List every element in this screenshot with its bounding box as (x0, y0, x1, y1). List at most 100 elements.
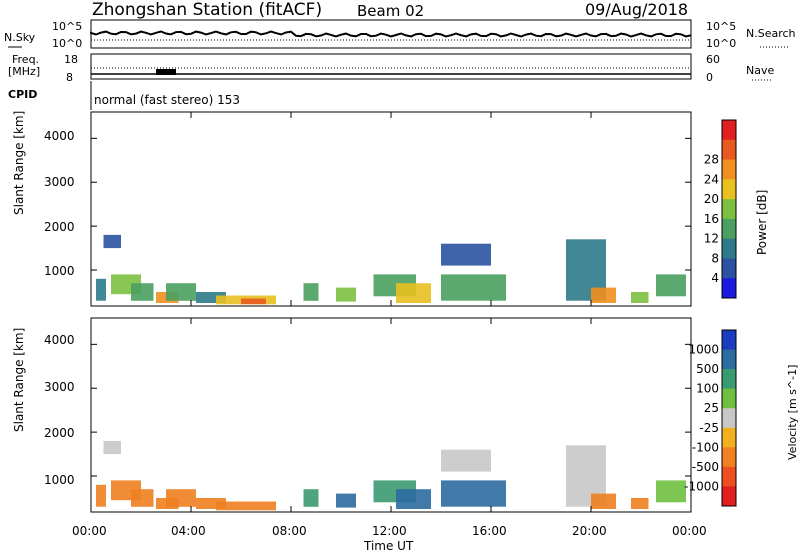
colorbar-seg-velocity-6 (722, 447, 736, 468)
patch-power-0 (96, 278, 106, 301)
beam-label: Beam 02 (357, 2, 425, 20)
colorbar-tick-power-4: 20 (704, 192, 719, 206)
nsearch-tick-top: 10^5 (706, 20, 737, 33)
colorbar-tick-velocity-7: -1000 (684, 479, 719, 493)
patch-velocity-15 (591, 493, 616, 509)
colorbar-seg-power-4 (722, 199, 736, 220)
nave-tick-bottom: 0 (706, 71, 713, 84)
colorbar-tick-velocity-3: 25 (704, 401, 719, 415)
xtick-1: 04:00 (171, 524, 206, 538)
velocity-ytick-3000: 3000 (44, 380, 75, 394)
patch-velocity-3 (131, 489, 154, 507)
colorbar-tick-velocity-1: 500 (696, 362, 719, 376)
patch-power-13 (441, 243, 491, 266)
patch-velocity-5 (166, 489, 196, 507)
nsky-trace (90, 30, 692, 38)
station-title: Zhongshan Station (fitACF) (92, 0, 323, 20)
colorbar-seg-power-2 (722, 159, 736, 180)
colorbar-frame-power (721, 119, 737, 299)
xtick-5: 20:00 (572, 524, 607, 538)
xtick-2: 08:00 (272, 524, 307, 538)
freq-unit-label: [MHz] (8, 65, 41, 78)
colorbar-tick-power-1: 8 (711, 251, 719, 265)
patch-velocity-7 (216, 501, 276, 511)
nsearch-tick-bottom: 10^0 (706, 37, 737, 50)
colorbar-seg-velocity-0 (722, 330, 736, 351)
xlabel: Time UT (364, 539, 414, 553)
power-ytick-1000: 1000 (44, 264, 75, 278)
colorbar-seg-velocity-1 (722, 349, 736, 370)
patch-velocity-13 (441, 480, 506, 507)
colorbar-tick-power-5: 24 (704, 172, 719, 186)
colorbar-seg-power-7 (722, 258, 736, 279)
date-label: 09/Aug/2018 (585, 0, 689, 19)
cpid-value: normal (fast stereo) 153 (94, 93, 241, 107)
colorbar-seg-power-8 (722, 278, 736, 299)
patch-power-3 (131, 283, 154, 301)
xtick-0: 00:00 (72, 524, 107, 538)
freq-frame (90, 53, 692, 80)
freq-tick-bottom: 8 (66, 71, 73, 84)
patch-velocity-9 (336, 493, 356, 508)
velocity-ytick-4000: 4000 (44, 333, 75, 347)
power-ytick-2000: 2000 (44, 220, 75, 234)
patch-velocity-11 (396, 489, 431, 509)
power-ytick-3000: 3000 (44, 175, 75, 189)
xtick-4: 16:00 (472, 524, 507, 538)
nsearch-label: N.Search (746, 27, 796, 40)
colorbar-seg-velocity-7 (722, 466, 736, 487)
patch-power-9 (303, 283, 319, 301)
xtick-3: 12:00 (372, 524, 407, 538)
freq-label: Freq. (12, 53, 40, 66)
patch-velocity-16 (631, 498, 649, 509)
patch-velocity-0 (96, 484, 106, 507)
velocity-ytick-1000: 1000 (44, 473, 75, 487)
colorbar-tick-velocity-4: -25 (699, 421, 719, 435)
colorbar-frame-velocity (721, 329, 737, 507)
colorbar-seg-velocity-4 (722, 408, 736, 429)
colorbar-tick-power-0: 4 (711, 271, 719, 285)
nsky-tick-top: 10^5 (52, 20, 83, 33)
nave-label: Nave (746, 64, 775, 77)
nsky-tick-bottom: 10^0 (52, 37, 83, 50)
colorbar-seg-velocity-5 (722, 427, 736, 448)
xtick-6: 00:00 (672, 524, 707, 538)
patch-velocity-17 (656, 480, 686, 503)
patch-power-10 (336, 287, 356, 302)
cpid-label: CPID (8, 88, 38, 101)
patch-power-18 (656, 274, 686, 297)
patch-power-5 (166, 283, 196, 301)
colorbar-seg-power-1 (722, 139, 736, 161)
patch-power-8 (241, 298, 266, 305)
colorbar-seg-velocity-2 (722, 369, 736, 390)
colorbar-tick-velocity-5: -100 (692, 440, 719, 454)
colorbar-tick-power-2: 12 (704, 232, 719, 246)
nave-tick-top: 60 (706, 53, 720, 66)
colorbar-seg-velocity-3 (722, 388, 736, 409)
patch-power-6 (196, 292, 226, 303)
patch-velocity-1 (103, 440, 121, 455)
colorbar-seg-power-6 (722, 238, 736, 259)
colorbar-tick-power-3: 16 (704, 212, 719, 226)
patch-power-16 (591, 287, 616, 303)
colorbar-seg-power-0 (722, 120, 736, 141)
colorbar-seg-power-5 (722, 218, 736, 240)
patch-power-12 (396, 283, 431, 303)
patch-velocity-8 (303, 489, 319, 507)
power-ytick-4000: 4000 (44, 129, 75, 143)
colorbar-tick-power-6: 28 (704, 153, 719, 167)
colorbar-tick-velocity-6: -500 (692, 460, 719, 474)
patch-velocity-6 (196, 498, 226, 509)
patch-power-17 (631, 292, 649, 303)
colorbar-seg-velocity-8 (722, 486, 736, 507)
colorbar-tick-velocity-0: 1000 (688, 343, 719, 357)
velocity-ytick-2000: 2000 (44, 426, 75, 440)
patch-power-1 (103, 234, 121, 249)
patch-power-14 (441, 274, 506, 301)
patch-velocity-12 (441, 449, 491, 472)
colorbar-tick-velocity-2: 100 (696, 382, 719, 396)
freq-tick-top: 18 (64, 53, 78, 66)
colorbar-seg-power-3 (722, 179, 736, 200)
freq-disturbance (156, 69, 176, 75)
